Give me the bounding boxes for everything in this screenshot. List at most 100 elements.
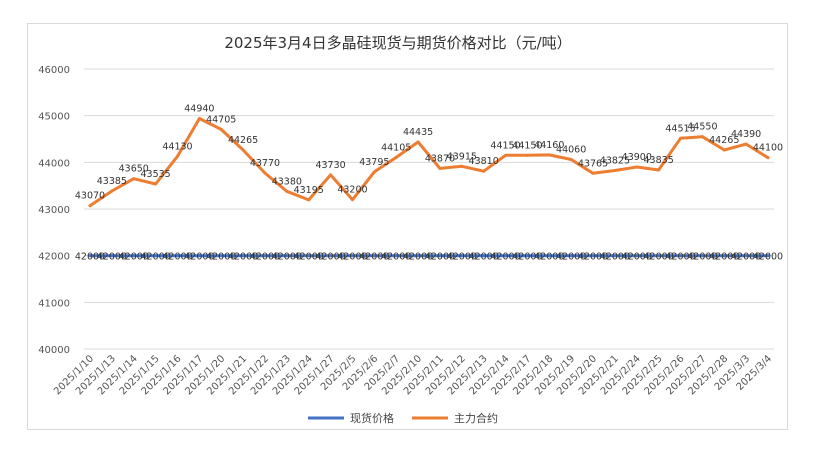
data-point [285, 189, 289, 193]
y-tick-label: 43000 [38, 205, 70, 216]
data-point [307, 254, 311, 258]
data-label: 43195 [294, 185, 324, 196]
data-point [766, 254, 770, 258]
data-point [132, 254, 136, 258]
data-label: 43200 [337, 185, 367, 196]
data-point [569, 158, 573, 162]
data-label: 43870 [425, 153, 455, 164]
data-label: 42000 [622, 252, 652, 263]
data-label: 43070 [75, 191, 105, 202]
data-point [679, 136, 683, 140]
data-label: 42000 [250, 252, 280, 263]
data-point [460, 164, 464, 168]
data-point [438, 166, 442, 170]
data-label: 42000 [162, 252, 192, 263]
data-label: 42000 [359, 252, 389, 263]
data-label: 42000 [403, 252, 433, 263]
data-label: 44060 [556, 145, 586, 156]
data-label: 43765 [578, 158, 608, 169]
data-label: 42000 [644, 252, 674, 263]
data-point [766, 156, 770, 160]
data-point [307, 198, 311, 202]
data-label: 42000 [140, 252, 170, 263]
gridlines [84, 68, 774, 350]
data-point [197, 254, 201, 258]
legend: 现货价格 主力合约 [308, 411, 498, 425]
data-point [679, 254, 683, 258]
data-point [350, 254, 354, 258]
data-point [547, 153, 551, 157]
data-label: 42000 [578, 252, 608, 263]
data-label: 44550 [687, 122, 717, 133]
y-tick-label: 44000 [38, 158, 70, 169]
y-axis: 40000 41000 42000 43000 44000 45000 46000 [38, 65, 70, 356]
data-point [525, 254, 529, 258]
data-label: 42000 [381, 252, 411, 263]
data-point [88, 204, 92, 208]
data-point [241, 254, 245, 258]
data-label: 42000 [753, 252, 783, 263]
data-label: 44130 [162, 141, 192, 152]
data-label: 43535 [140, 169, 170, 180]
data-point [635, 254, 639, 258]
x-axis: 2025/1/102025/1/132025/1/142025/1/152025… [52, 353, 774, 397]
data-point [285, 254, 289, 258]
legend-label: 现货价格 [350, 411, 394, 425]
data-point [329, 173, 333, 177]
data-point [438, 254, 442, 258]
data-point [700, 135, 704, 139]
data-label: 43730 [315, 160, 345, 171]
data-labels: 4200042000420004200042000420004200042000… [75, 103, 783, 262]
data-label: 42000 [97, 252, 127, 263]
data-point [394, 155, 398, 159]
data-point [394, 254, 398, 258]
legend-label: 主力合约 [454, 411, 498, 425]
data-point [329, 254, 333, 258]
data-point [591, 171, 595, 175]
data-label: 42000 [687, 252, 717, 263]
data-label: 43770 [250, 158, 280, 169]
data-label: 44150 [490, 140, 520, 151]
data-label: 44265 [709, 135, 739, 146]
data-label: 42000 [272, 252, 302, 263]
data-point [219, 127, 223, 131]
data-label: 42000 [600, 252, 630, 263]
data-label: 43380 [272, 176, 302, 187]
data-point [657, 168, 661, 172]
data-point [416, 254, 420, 258]
series-lines [88, 116, 770, 258]
data-label: 42000 [490, 252, 520, 263]
data-label: 44150 [512, 140, 542, 151]
data-point [482, 254, 486, 258]
data-point [722, 254, 726, 258]
series-line-futures [88, 117, 770, 208]
data-label: 42000 [206, 252, 236, 263]
data-label: 44105 [381, 142, 411, 153]
data-label: 42000 [469, 252, 499, 263]
data-point [219, 254, 223, 258]
data-point [372, 254, 376, 258]
data-label: 44435 [403, 127, 433, 138]
data-label: 44515 [665, 123, 695, 134]
data-point [569, 254, 573, 258]
data-label: 42000 [337, 252, 367, 263]
data-point [657, 254, 661, 258]
data-label: 42000 [315, 252, 345, 263]
data-label: 43650 [119, 164, 149, 175]
data-point [175, 254, 179, 258]
data-point [263, 171, 267, 175]
data-label: 42000 [556, 252, 586, 263]
data-label: 42000 [425, 252, 455, 263]
data-label: 43915 [447, 151, 477, 162]
chart-frame [27, 23, 788, 430]
data-point [613, 254, 617, 258]
data-label: 42000 [294, 252, 324, 263]
y-tick-label: 40000 [38, 345, 70, 356]
data-label: 42000 [665, 252, 695, 263]
data-point [263, 254, 267, 258]
data-point [132, 177, 136, 181]
y-tick-label: 41000 [38, 298, 70, 309]
data-label: 44160 [534, 140, 564, 151]
data-label: 43900 [622, 152, 652, 163]
data-point [547, 254, 551, 258]
